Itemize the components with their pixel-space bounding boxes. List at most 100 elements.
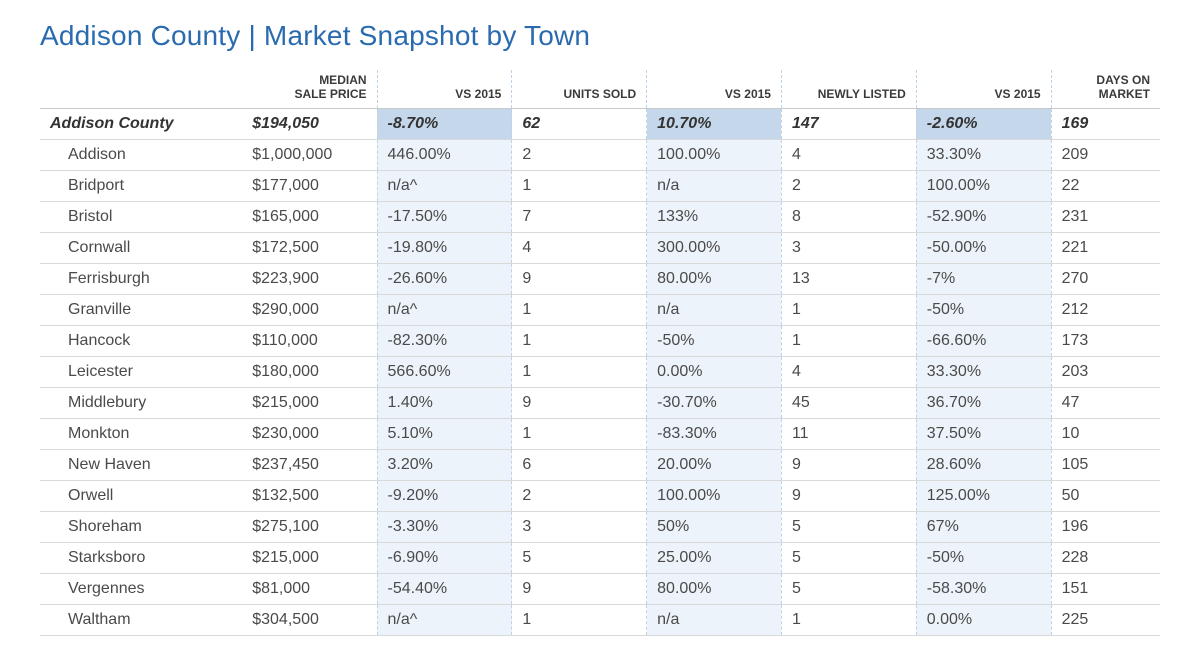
table-row: Leicester$180,000566.60%10.00%433.30%203 — [40, 356, 1160, 387]
cell-listed: 5 — [781, 542, 916, 573]
market-table: MEDIANSALE PRICEVS 2015UNITS SOLDVS 2015… — [40, 70, 1160, 636]
table-row: Addison$1,000,000446.00%2100.00%433.30%2… — [40, 139, 1160, 170]
cell-units_vs: 20.00% — [647, 449, 782, 480]
cell-units_vs: n/a — [647, 170, 782, 201]
cell-town: Cornwall — [40, 232, 242, 263]
cell-median_vs: -19.80% — [377, 232, 512, 263]
table-row: Bridport$177,000n/a^1n/a2100.00%22 — [40, 170, 1160, 201]
cell-dom: 228 — [1051, 542, 1160, 573]
cell-listed: 3 — [781, 232, 916, 263]
cell-listed: 45 — [781, 387, 916, 418]
table-row: Hancock$110,000-82.30%1-50%1-66.60%173 — [40, 325, 1160, 356]
cell-listed: 5 — [781, 511, 916, 542]
cell-dom: 50 — [1051, 480, 1160, 511]
cell-listed_vs: -58.30% — [916, 573, 1051, 604]
cell-median: $230,000 — [242, 418, 377, 449]
cell-units_vs: -50% — [647, 325, 782, 356]
table-row: Monkton$230,0005.10%1-83.30%1137.50%10 — [40, 418, 1160, 449]
cell-listed: 2 — [781, 170, 916, 201]
cell-listed_vs: 36.70% — [916, 387, 1051, 418]
cell-units: 9 — [512, 387, 647, 418]
cell-units_vs: 10.70% — [647, 108, 782, 139]
col-header-dom: DAYS ONMARKET — [1051, 70, 1160, 108]
cell-town: Shoreham — [40, 511, 242, 542]
col-header-median: MEDIANSALE PRICE — [242, 70, 377, 108]
cell-median_vs: -54.40% — [377, 573, 512, 604]
cell-median: $172,500 — [242, 232, 377, 263]
cell-listed: 1 — [781, 325, 916, 356]
cell-units_vs: 133% — [647, 201, 782, 232]
cell-dom: 225 — [1051, 604, 1160, 635]
cell-median: $132,500 — [242, 480, 377, 511]
cell-dom: 47 — [1051, 387, 1160, 418]
cell-median_vs: -9.20% — [377, 480, 512, 511]
cell-dom: 270 — [1051, 263, 1160, 294]
table-row: Orwell$132,500-9.20%2100.00%9125.00%50 — [40, 480, 1160, 511]
cell-units_vs: 80.00% — [647, 263, 782, 294]
cell-dom: 203 — [1051, 356, 1160, 387]
cell-units_vs: 300.00% — [647, 232, 782, 263]
col-header-town — [40, 70, 242, 108]
cell-median_vs: 5.10% — [377, 418, 512, 449]
cell-units: 1 — [512, 604, 647, 635]
cell-units_vs: n/a — [647, 294, 782, 325]
cell-median_vs: 3.20% — [377, 449, 512, 480]
cell-units_vs: n/a — [647, 604, 782, 635]
cell-median: $81,000 — [242, 573, 377, 604]
table-row: Cornwall$172,500-19.80%4300.00%3-50.00%2… — [40, 232, 1160, 263]
cell-town: Waltham — [40, 604, 242, 635]
cell-units: 62 — [512, 108, 647, 139]
cell-listed: 4 — [781, 139, 916, 170]
cell-median: $223,900 — [242, 263, 377, 294]
cell-median: $177,000 — [242, 170, 377, 201]
cell-listed_vs: 0.00% — [916, 604, 1051, 635]
cell-listed_vs: 33.30% — [916, 356, 1051, 387]
cell-dom: 173 — [1051, 325, 1160, 356]
cell-units: 1 — [512, 356, 647, 387]
page-title: Addison County | Market Snapshot by Town — [40, 20, 1160, 52]
cell-units: 9 — [512, 263, 647, 294]
cell-median: $215,000 — [242, 387, 377, 418]
cell-dom: 22 — [1051, 170, 1160, 201]
cell-listed: 1 — [781, 294, 916, 325]
cell-units: 9 — [512, 573, 647, 604]
cell-listed: 4 — [781, 356, 916, 387]
cell-units: 3 — [512, 511, 647, 542]
cell-listed: 9 — [781, 480, 916, 511]
cell-dom: 169 — [1051, 108, 1160, 139]
cell-dom: 196 — [1051, 511, 1160, 542]
cell-town: Vergennes — [40, 573, 242, 604]
cell-listed_vs: 67% — [916, 511, 1051, 542]
cell-town: Granville — [40, 294, 242, 325]
cell-listed: 13 — [781, 263, 916, 294]
cell-median: $275,100 — [242, 511, 377, 542]
table-row: Vergennes$81,000-54.40%980.00%5-58.30%15… — [40, 573, 1160, 604]
cell-dom: 212 — [1051, 294, 1160, 325]
cell-town: Starksboro — [40, 542, 242, 573]
cell-listed_vs: 28.60% — [916, 449, 1051, 480]
cell-dom: 209 — [1051, 139, 1160, 170]
cell-units_vs: -30.70% — [647, 387, 782, 418]
cell-town: Middlebury — [40, 387, 242, 418]
cell-units_vs: 80.00% — [647, 573, 782, 604]
cell-listed: 8 — [781, 201, 916, 232]
cell-units: 1 — [512, 170, 647, 201]
cell-town: New Haven — [40, 449, 242, 480]
table-row: Bristol$165,000-17.50%7133%8-52.90%231 — [40, 201, 1160, 232]
cell-median: $237,450 — [242, 449, 377, 480]
cell-units_vs: 50% — [647, 511, 782, 542]
table-header-row: MEDIANSALE PRICEVS 2015UNITS SOLDVS 2015… — [40, 70, 1160, 108]
col-header-median_vs: VS 2015 — [377, 70, 512, 108]
cell-listed_vs: 100.00% — [916, 170, 1051, 201]
cell-median: $1,000,000 — [242, 139, 377, 170]
cell-dom: 231 — [1051, 201, 1160, 232]
col-header-units: UNITS SOLD — [512, 70, 647, 108]
cell-dom: 105 — [1051, 449, 1160, 480]
cell-town: Monkton — [40, 418, 242, 449]
cell-listed: 11 — [781, 418, 916, 449]
cell-listed_vs: 125.00% — [916, 480, 1051, 511]
cell-listed_vs: -66.60% — [916, 325, 1051, 356]
cell-median_vs: -6.90% — [377, 542, 512, 573]
cell-listed: 9 — [781, 449, 916, 480]
cell-listed_vs: -50% — [916, 294, 1051, 325]
